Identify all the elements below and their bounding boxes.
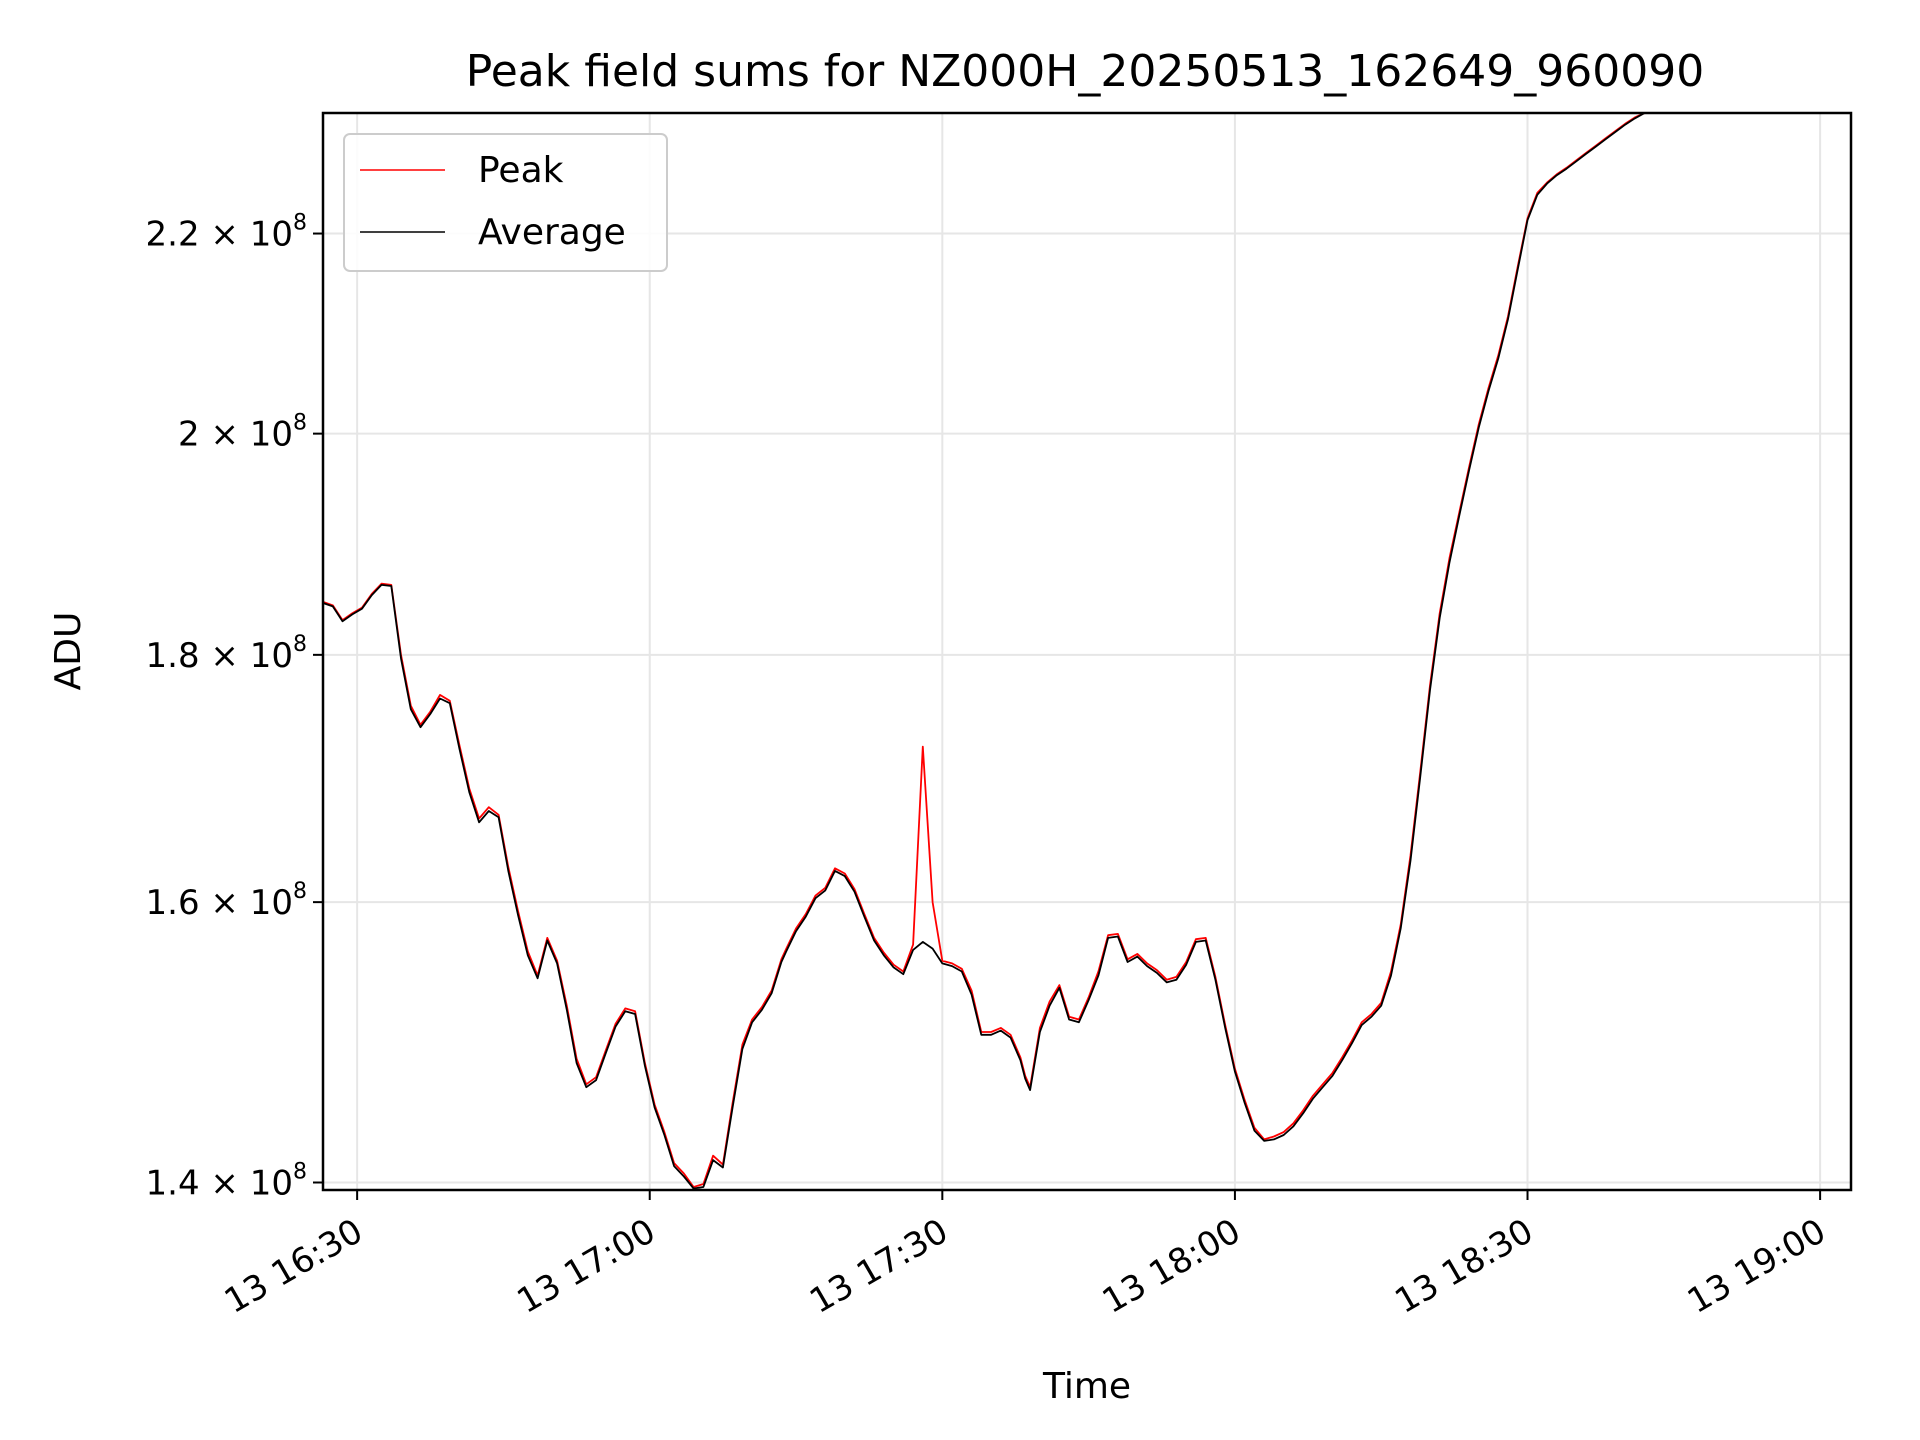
- y-tick-label: 2.2 × 108: [146, 211, 307, 255]
- y-tick-label: 1.4 × 108: [146, 1159, 307, 1203]
- plot-area-frame: [321, 111, 1853, 1192]
- chart-title: Peak field sums for NZ000H_20250513_1626…: [466, 46, 1704, 97]
- series-line-average: [322, 112, 1646, 1190]
- x-axis-label: Time: [1042, 1366, 1131, 1407]
- y-axis-ticks: 1.4 × 108 1.6 × 108 1.8 × 108 2 × 108 2.2 × …: [146, 211, 323, 1203]
- y-tick-label: 2 × 108: [178, 411, 307, 455]
- y-tick-label: 1.8 × 108: [146, 632, 307, 676]
- y-axis-label: ADU: [48, 612, 89, 691]
- legend: Peak Average: [343, 133, 668, 272]
- legend-box: [343, 133, 668, 272]
- legend-label-average: Average: [478, 212, 626, 253]
- y-tick-label: 1.6 × 108: [146, 879, 307, 923]
- grid-lines: [323, 113, 1851, 1190]
- series-lines: [322, 112, 1646, 1190]
- legend-label-peak: Peak: [478, 150, 564, 191]
